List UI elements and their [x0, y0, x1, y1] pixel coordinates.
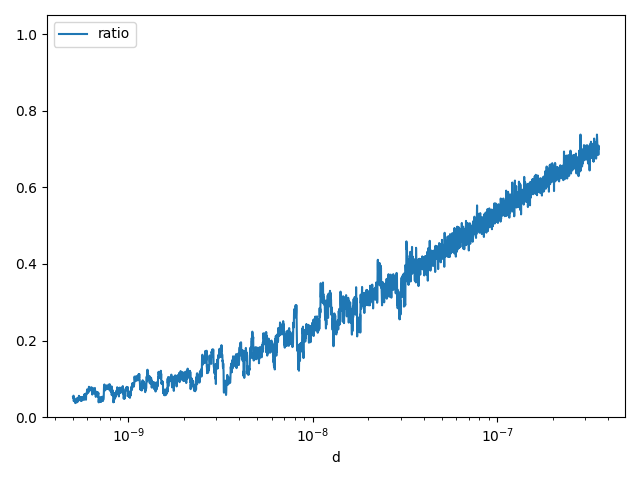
ratio	[528, 183, 536, 189]
ratio	[161, 387, 168, 393]
ratio	[595, 145, 602, 151]
ratio	[577, 132, 584, 137]
X-axis label: d: d	[332, 451, 340, 465]
Line: ratio: ratio	[73, 134, 598, 403]
ratio	[129, 382, 137, 388]
ratio	[271, 367, 278, 372]
ratio	[72, 400, 79, 406]
ratio	[69, 394, 77, 400]
ratio	[585, 147, 593, 153]
Legend: ratio: ratio	[54, 22, 136, 47]
ratio	[294, 347, 301, 353]
